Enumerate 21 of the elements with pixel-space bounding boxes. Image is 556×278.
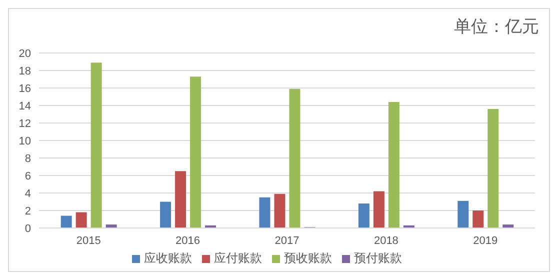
- legend-label: 应付账款: [214, 251, 262, 265]
- y-tick-label: 4: [24, 188, 31, 200]
- y-tick-label: 10: [18, 135, 31, 148]
- legend-label: 预付账款: [354, 251, 402, 265]
- y-tick-label: 0: [24, 222, 31, 235]
- x-tick-label: 2016: [176, 234, 200, 247]
- y-tick-label: 16: [18, 82, 31, 95]
- legend-label: 应收账款: [144, 251, 192, 265]
- legend-label: 预收账款: [284, 251, 332, 265]
- y-tick-label: 20: [18, 48, 31, 60]
- x-tick-label: 2019: [473, 234, 498, 247]
- y-tick-label: 8: [24, 152, 31, 165]
- y-tick-label: 12: [18, 118, 31, 130]
- y-tick-label: 6: [24, 170, 31, 182]
- x-tick-label: 2015: [76, 234, 101, 247]
- x-tick-label: 2017: [274, 234, 300, 247]
- chart-subtitle: 单位：亿元: [454, 16, 539, 38]
- x-tick-label: 2018: [374, 234, 398, 247]
- y-tick-label: 2: [24, 205, 31, 218]
- y-tick-label: 14: [18, 100, 31, 112]
- y-tick-label: 18: [18, 65, 31, 78]
